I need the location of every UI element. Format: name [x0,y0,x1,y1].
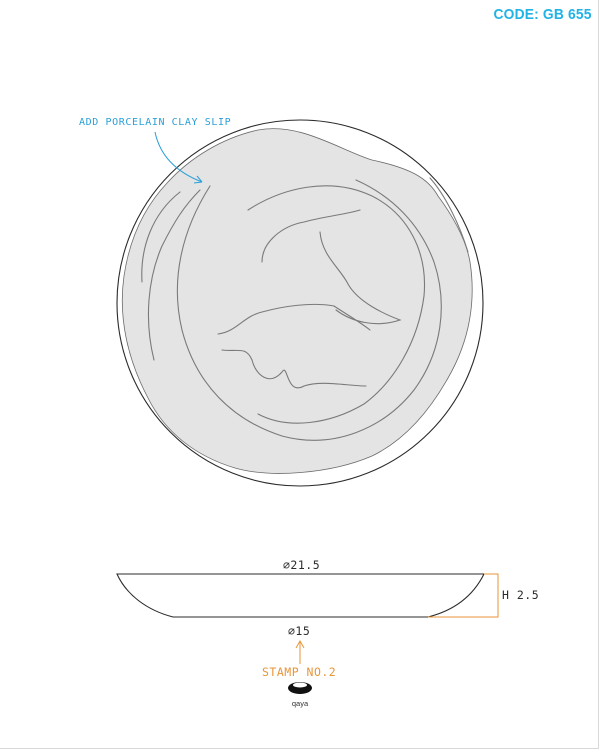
product-code: CODE: GB 655 [493,6,592,23]
swirl-line-inner-4 [221,349,367,389]
swirl-line-inner-1 [261,209,361,263]
top-diameter-label: ⌀21.5 [283,558,320,572]
plate-side-view: ⌀21.5 H 2.5 ⌀15 STAMP NO.2 qaya [116,558,539,708]
swirl-line-inner-2 [319,231,402,325]
base-diameter-label: ⌀15 [288,624,310,638]
clay-slip-area [121,128,473,474]
height-dimension-bracket [428,573,499,618]
slip-annotation-label: ADD PORCELAIN CLAY SLIP [79,117,231,128]
swirl-line-outer [141,191,181,283]
slip-annotation-arrowhead [193,175,203,184]
slip-swirl-lines [141,177,469,441]
swirl-line-outer-right [429,177,469,253]
swirl-line-left [147,189,201,361]
stamp-logo: qaya [288,682,312,708]
stamp-label: STAMP NO.2 [262,665,336,679]
plate-top-view: ADD PORCELAIN CLAY SLIP [79,117,484,487]
height-label: H 2.5 [502,588,539,602]
swirl-line-ring-2 [247,185,426,424]
slip-annotation-arrow [154,131,203,183]
plate-profile [116,573,485,618]
stamp-logo-text: qaya [292,699,309,708]
stamp-arrowhead [295,639,305,649]
swirl-line-ring-1 [176,179,442,441]
swirl-line-inner-3 [217,303,371,335]
plate-rim-circle [116,119,484,487]
